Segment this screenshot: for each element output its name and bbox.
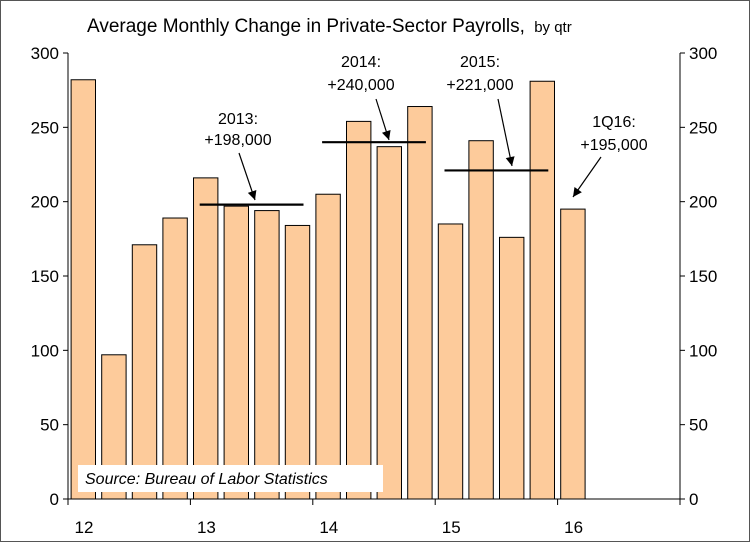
annotation-2015-arrow-head: [505, 156, 515, 166]
annotation-2013-value: +198,000: [204, 132, 271, 149]
annotation-2013-arrow-head: [247, 190, 257, 200]
annotation-2015-arrow-line: [497, 98, 513, 167]
y-tick-label-left-150: 150: [31, 267, 59, 286]
y-tick-label-left-300: 300: [31, 44, 59, 63]
annotation-1q16-label: 1Q16:: [592, 114, 636, 131]
y-tick-label-right-100: 100: [689, 341, 717, 360]
bar-1Q14: [315, 193, 341, 500]
annotation-1q16-value: +195,000: [580, 137, 647, 154]
annotation-2015-value: +221,000: [446, 77, 513, 94]
chart-title-suffix: by qtr: [534, 19, 572, 36]
y-tick-label-left-0: 0: [50, 490, 59, 509]
bar-3Q13: [254, 210, 280, 500]
axes-layer: 0 0 50 50 100 100 150 150 200 200 250 250 300 300 12 13…: [31, 44, 718, 537]
chart-title: Average Monthly Change in Private-Sector…: [87, 16, 572, 37]
y-tick-label-left-50: 50: [40, 416, 59, 435]
bar-3Q12: [131, 244, 158, 500]
annotation-1q16-arrow-head: [573, 187, 582, 197]
y-tick-label-left-100: 100: [31, 341, 59, 360]
source-box: [78, 465, 383, 492]
y-tick-label-left-200: 200: [31, 193, 59, 212]
x-tick-label-13: 13: [197, 518, 216, 537]
y-tick-label-right-200: 200: [689, 193, 717, 212]
average-lines-layer: [199, 141, 549, 206]
bar-1Q12: [70, 79, 96, 500]
bar-4Q13: [284, 224, 311, 500]
source-note: Source: Bureau of Labor Statistics: [85, 471, 328, 488]
bar-2Q13: [223, 205, 250, 500]
bar-1Q13: [193, 177, 219, 500]
x-tick-label-12: 12: [75, 518, 94, 537]
y-tick-label-right-0: 0: [689, 490, 698, 509]
bar-4Q14: [407, 106, 433, 500]
y-tick-label-right-300: 300: [689, 44, 717, 63]
annotations-layer: 2013: +198,000 2014: +240,000 2015: +221,000 1…: [78, 54, 648, 492]
annotation-2013-label: 2013:: [218, 111, 258, 128]
bar-2Q15: [468, 140, 494, 500]
y-tick-label-left-250: 250: [31, 118, 59, 137]
bar-3Q15: [499, 236, 525, 500]
bar-4Q15: [529, 80, 555, 500]
bar-4Q12: [162, 217, 188, 500]
bar-1Q16: [560, 208, 586, 500]
y-tick-label-right-150: 150: [689, 267, 717, 286]
chart-title-main: Average Monthly Change in Private-Sector…: [87, 16, 525, 37]
annotation-2014-arrow-head: [381, 130, 391, 140]
annotation-2014-label: 2014:: [341, 54, 381, 71]
x-tick-label-14: 14: [319, 518, 338, 537]
annotation-2014-value: +240,000: [327, 77, 394, 94]
y-tick-label-right-50: 50: [689, 416, 708, 435]
bar-3Q14: [376, 146, 403, 500]
y-tick-label-right-250: 250: [689, 118, 717, 137]
annotation-2015-label: 2015:: [460, 54, 500, 71]
bar-2Q14: [346, 120, 372, 500]
bar-1Q15: [437, 223, 464, 500]
x-tick-label-16: 16: [564, 518, 583, 537]
x-tick-label-15: 15: [442, 518, 461, 537]
